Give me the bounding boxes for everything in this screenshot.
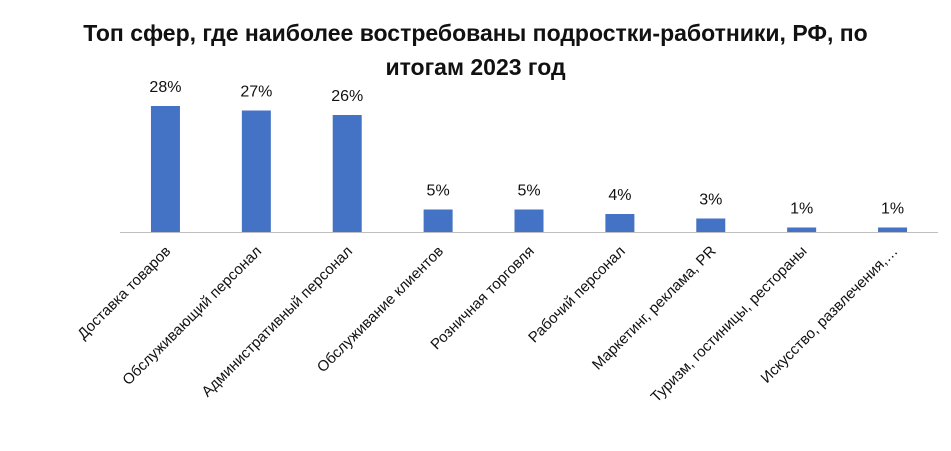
data-label: 26% <box>331 88 363 105</box>
bar <box>514 209 544 232</box>
bar <box>150 106 180 232</box>
bar <box>787 227 817 232</box>
bar <box>605 214 635 232</box>
data-label: 27% <box>240 84 272 101</box>
bar <box>423 209 453 232</box>
category-label: Рабочий персонал <box>525 243 629 347</box>
category-label: Доставка товаров <box>74 243 174 343</box>
data-label: 1% <box>790 201 813 218</box>
data-label: 1% <box>881 201 904 218</box>
data-label: 3% <box>699 192 722 209</box>
chart-title-line-1: Топ сфер, где наиболее востребованы подр… <box>83 20 868 46</box>
data-label: 5% <box>427 183 450 200</box>
data-label: 5% <box>517 183 540 200</box>
chart-title-line-2: итогам 2023 год <box>385 54 566 80</box>
data-label: 4% <box>608 187 631 204</box>
bar <box>241 110 271 232</box>
category-label: Административный персонал <box>198 243 356 401</box>
bar <box>696 218 726 232</box>
category-label: Розничная торговля <box>427 243 537 353</box>
bar <box>878 227 908 232</box>
chart-title: Топ сфер, где наиболее востребованы подр… <box>0 16 951 84</box>
category-label: Туризм, гостиницы, рестораны <box>648 243 811 406</box>
bar <box>332 115 362 232</box>
data-label: 28% <box>149 79 181 96</box>
